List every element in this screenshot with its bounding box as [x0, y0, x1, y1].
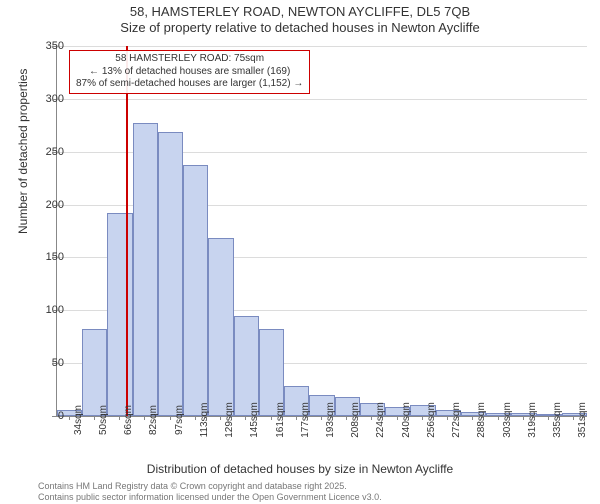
y-tick-label: 100 — [24, 304, 64, 316]
x-tick — [220, 416, 221, 420]
x-tick — [422, 416, 423, 420]
chart-plot-area: 58 HAMSTERLEY ROAD: 75sqm← 13% of detach… — [56, 46, 587, 417]
y-tick — [52, 363, 56, 364]
annotation-box: 58 HAMSTERLEY ROAD: 75sqm← 13% of detach… — [69, 50, 310, 94]
x-tick — [321, 416, 322, 420]
histogram-bar — [183, 165, 208, 416]
annotation-line-1: 58 HAMSTERLEY ROAD: 75sqm — [76, 53, 303, 66]
x-tick — [245, 416, 246, 420]
y-tick-label: 150 — [24, 251, 64, 263]
x-tick — [472, 416, 473, 420]
x-tick-label: 97sqm — [174, 405, 185, 435]
y-tick — [52, 46, 56, 47]
x-tick — [573, 416, 574, 420]
histogram-bar — [158, 132, 183, 416]
x-tick — [296, 416, 297, 420]
histogram-bar — [234, 316, 259, 416]
y-tick-label: 0 — [24, 410, 64, 422]
x-tick — [170, 416, 171, 420]
x-tick — [94, 416, 95, 420]
x-tick — [523, 416, 524, 420]
y-tick — [52, 310, 56, 311]
y-tick — [52, 257, 56, 258]
x-tick-label: 113sqm — [199, 403, 210, 438]
x-tick — [346, 416, 347, 420]
x-axis-label: Distribution of detached houses by size … — [0, 462, 600, 476]
x-tick-label: 145sqm — [249, 402, 260, 438]
x-tick-label: 319sqm — [527, 402, 538, 438]
x-tick-label: 177sqm — [300, 402, 311, 438]
annotation-line-2: ← 13% of detached houses are smaller (16… — [76, 66, 303, 79]
gridline — [57, 46, 587, 47]
x-tick-label: 351sqm — [577, 402, 588, 438]
x-tick — [271, 416, 272, 420]
x-tick — [144, 416, 145, 420]
x-tick-label: 50sqm — [98, 405, 109, 435]
x-tick — [447, 416, 448, 420]
y-tick — [52, 152, 56, 153]
x-tick-label: 272sqm — [451, 402, 462, 438]
x-tick — [69, 416, 70, 420]
histogram-bar — [82, 329, 107, 416]
gridline — [57, 99, 587, 100]
y-tick — [52, 416, 56, 417]
x-tick — [498, 416, 499, 420]
y-tick-label: 350 — [24, 40, 64, 52]
x-tick-label: 82sqm — [148, 405, 159, 435]
x-tick-label: 256sqm — [426, 402, 437, 438]
x-tick-label: 66sqm — [123, 405, 134, 435]
y-tick-label: 200 — [24, 199, 64, 211]
y-tick-label: 250 — [24, 146, 64, 158]
y-tick — [52, 99, 56, 100]
x-tick-label: 161sqm — [275, 402, 286, 438]
annotation-line-3: 87% of semi-detached houses are larger (… — [76, 78, 303, 91]
x-tick-label: 208sqm — [350, 402, 361, 438]
x-tick — [119, 416, 120, 420]
x-tick-label: 34sqm — [73, 405, 84, 435]
histogram-bar — [107, 213, 132, 416]
x-tick-label: 193sqm — [325, 402, 336, 438]
x-tick — [548, 416, 549, 420]
chart-title-sub: Size of property relative to detached ho… — [0, 20, 600, 35]
chart-title-main: 58, HAMSTERLEY ROAD, NEWTON AYCLIFFE, DL… — [0, 4, 600, 19]
y-tick-label: 50 — [24, 357, 64, 369]
histogram-bar — [208, 238, 233, 416]
x-tick — [195, 416, 196, 420]
y-tick-label: 300 — [24, 93, 64, 105]
x-tick — [371, 416, 372, 420]
histogram-bar — [133, 123, 158, 416]
chart-container: 58, HAMSTERLEY ROAD, NEWTON AYCLIFFE, DL… — [0, 4, 600, 504]
footer-line-2: Contains public sector information licen… — [38, 492, 382, 502]
x-tick-label: 303sqm — [502, 402, 513, 438]
x-tick-label: 224sqm — [375, 402, 386, 438]
x-tick-label: 288sqm — [476, 402, 487, 438]
y-tick — [52, 205, 56, 206]
x-tick-label: 129sqm — [224, 402, 235, 438]
x-tick-label: 335sqm — [552, 402, 563, 438]
x-tick-label: 240sqm — [401, 402, 412, 438]
footer-line-1: Contains HM Land Registry data © Crown c… — [38, 481, 347, 491]
reference-line — [126, 46, 128, 416]
x-tick — [397, 416, 398, 420]
